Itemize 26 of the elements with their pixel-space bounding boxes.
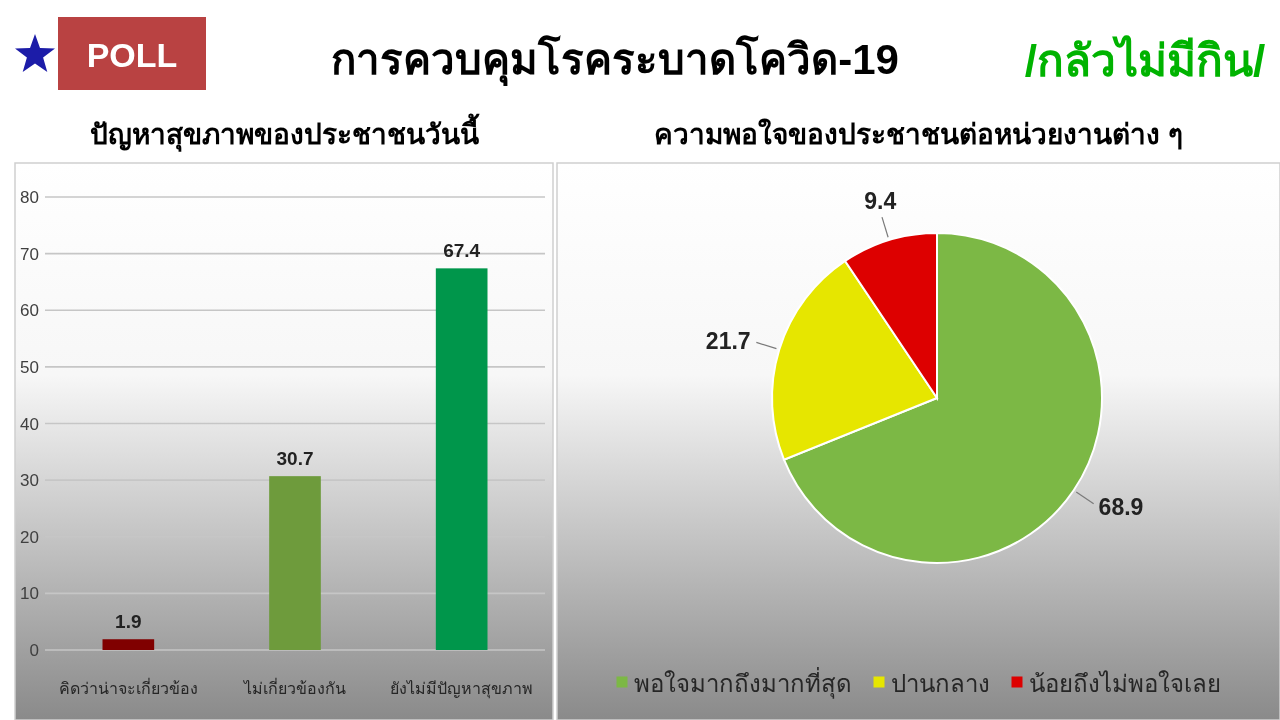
x-tick-label: ยังไม่มีปัญหาสุขภาพ	[390, 679, 534, 699]
y-tick-label: 50	[20, 357, 39, 377]
data-label: 9.4	[864, 188, 897, 215]
y-tick-label: 30	[20, 471, 39, 491]
text: การควบคุมโรคระบาดโควิด-19	[331, 35, 899, 86]
y-tick-label: 20	[20, 527, 39, 547]
legend-label: พอใจมากถึงมากที่สุด	[633, 666, 852, 699]
data-label: 1.9	[115, 611, 142, 633]
chart-title: ความพอใจของประชาชนต่อหน่วยงานต่าง ๆ	[654, 118, 1183, 150]
data-label: 68.9	[1098, 494, 1144, 521]
chart-title: ปัญหาสุขภาพของประชาชนวันนี้	[89, 113, 480, 152]
data-label: 67.4	[443, 240, 481, 262]
y-tick-label: 80	[20, 188, 39, 207]
y-tick-label: 0	[29, 641, 39, 660]
text: POLL	[86, 36, 178, 74]
y-tick-label: 70	[20, 244, 39, 264]
x-tick-label: คิดว่าน่าจะเกี่ยวข้อง	[58, 677, 198, 697]
y-tick-label: 40	[20, 414, 39, 434]
data-label: 30.7	[276, 448, 314, 470]
data-label: 21.7	[705, 327, 751, 354]
y-tick-label: 10	[20, 584, 39, 604]
legend-label: น้อยถึงไม่พอใจเลย	[1028, 669, 1221, 697]
legend-label: ปานกลาง	[890, 669, 990, 697]
x-tick-label: ไม่เกี่ยวข้องกัน	[242, 677, 346, 697]
y-tick-label: 60	[20, 301, 39, 321]
text: /กลัวไม่มีกิน/	[1024, 35, 1266, 85]
